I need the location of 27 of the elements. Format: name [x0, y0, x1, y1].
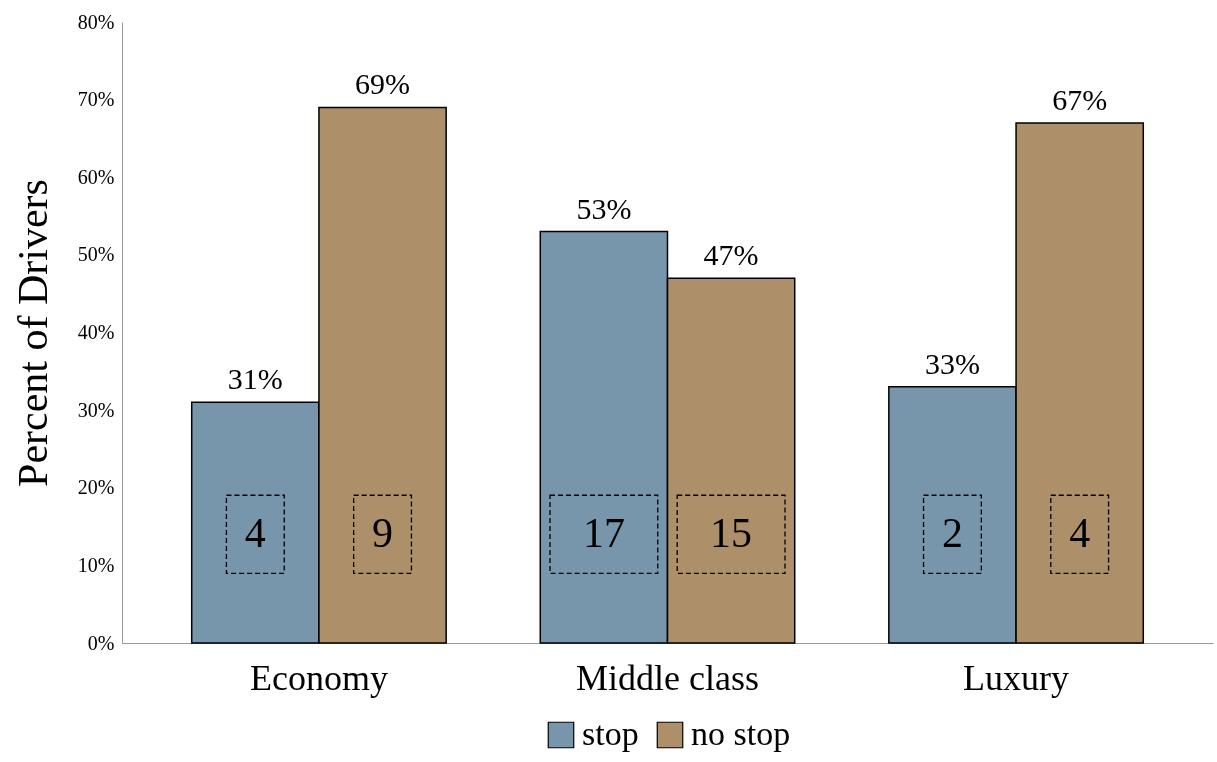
y-tick-label: 60% [77, 165, 115, 188]
y-tick-label: 70% [77, 88, 115, 111]
data-label: 69% [355, 67, 411, 101]
y-tick-label: 80% [77, 10, 115, 33]
data-label: 31% [227, 362, 283, 396]
data-label: 33% [924, 346, 980, 380]
y-tick-label: 0% [87, 631, 115, 654]
y-tick-label: 20% [77, 476, 115, 499]
x-tick-label: Economy [249, 657, 388, 698]
x-tick-label: Middle class [576, 657, 759, 698]
legend-label: stop [582, 715, 639, 752]
annotation: 17 [582, 510, 625, 557]
data-label: 67% [1052, 82, 1108, 116]
annotation: 15 [710, 510, 753, 557]
x-tick-label: Luxury [963, 657, 1070, 698]
y-tick-label: 30% [77, 398, 115, 421]
legend-label: no stop [691, 715, 791, 752]
annotation: 4 [1069, 510, 1091, 557]
annotation: 9 [372, 510, 394, 557]
annotation: 4 [244, 510, 266, 557]
y-tick-label: 10% [77, 553, 115, 576]
data-label: 53% [576, 191, 632, 225]
y-tick-label: 40% [77, 321, 115, 343]
annotation: 2 [941, 510, 963, 557]
data-label: 47% [703, 238, 759, 272]
y-axis-title: Percent of Drivers [9, 179, 56, 487]
y-tick-label: 50% [77, 243, 115, 266]
